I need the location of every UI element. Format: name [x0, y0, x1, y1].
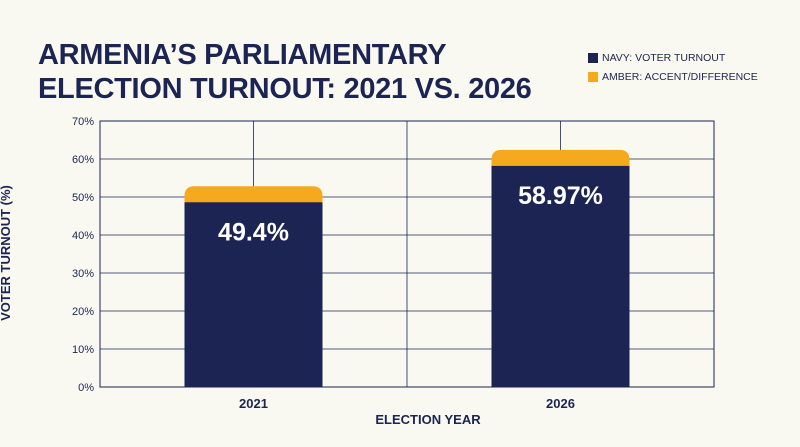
y-tick-label: 60% [72, 154, 94, 166]
y-tick-label: 50% [72, 192, 94, 204]
y-tick-label: 10% [72, 344, 94, 356]
legend-item-amber: AMBER: ACCENT/DIFFERENCE [588, 69, 758, 85]
bar-2026 [491, 165, 630, 387]
y-tick-label: 70% [72, 116, 94, 128]
data-label-2026: 58.97% [518, 182, 603, 210]
x-axis-label: ELECTION YEAR [375, 412, 481, 427]
chart-title-line-1: ARMENIA’S PARLIAMENTARY [38, 39, 447, 71]
bar-2021 [184, 202, 323, 387]
legend-item-navy: NAVY: VOTER TURNOUT [588, 50, 758, 66]
y-tick-label: 30% [72, 268, 94, 280]
legend-label-amber: AMBER: ACCENT/DIFFERENCE [602, 71, 758, 83]
data-label-2021: 49.4% [218, 218, 289, 246]
chart-title: ARMENIA’S PARLIAMENTARY ELECTION TURNOUT… [38, 38, 532, 106]
chart-title-line-2: ELECTION TURNOUT: 2021 VS. 2026 [38, 73, 532, 105]
legend-swatch-amber [588, 72, 598, 82]
legend-swatch-navy [588, 53, 598, 63]
y-tick-label: 0% [78, 382, 94, 394]
y-tick-label: 40% [72, 230, 94, 242]
legend-label-navy: NAVY: VOTER TURNOUT [602, 52, 726, 64]
legend: NAVY: VOTER TURNOUT AMBER: ACCENT/DIFFER… [588, 50, 758, 88]
x-tick-label-2026: 2026 [546, 396, 575, 411]
y-tick-label: 20% [72, 306, 94, 318]
x-tick-label-2021: 2021 [239, 396, 268, 411]
